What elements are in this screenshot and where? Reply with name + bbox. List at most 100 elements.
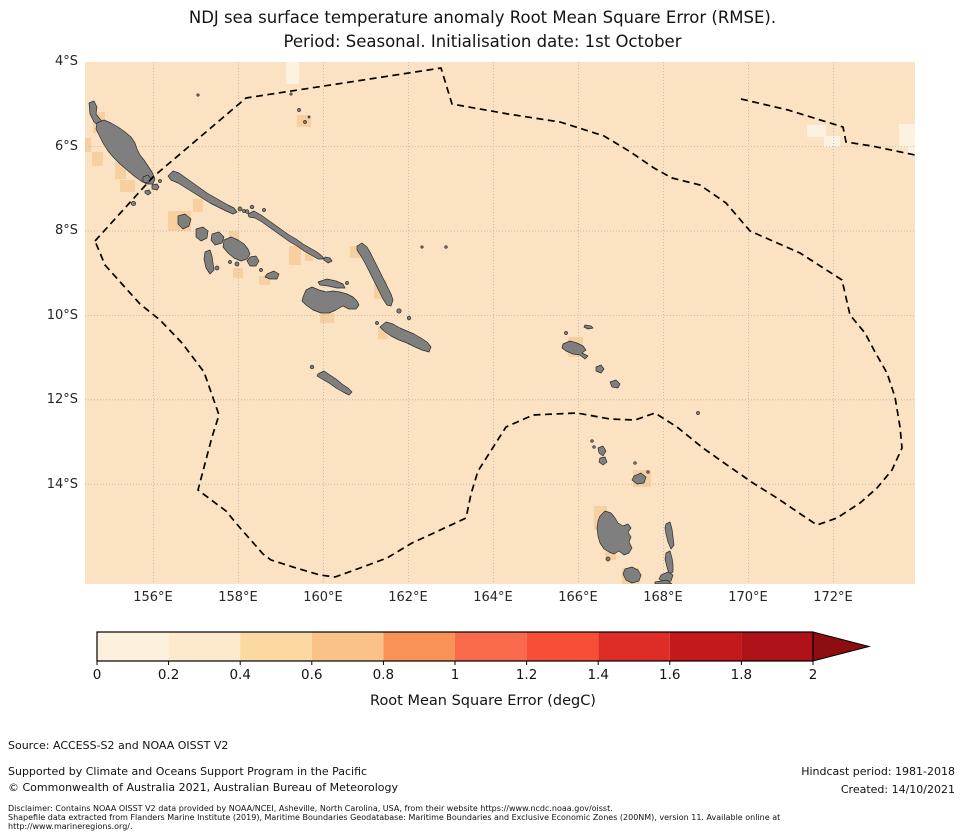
colorbar-tick-label: 0.2 xyxy=(157,667,180,683)
chart-title-line2: Period: Seasonal. Initialisation date: 1… xyxy=(283,32,682,51)
colorbar-segment xyxy=(97,632,169,661)
islet xyxy=(249,204,255,210)
colorbar-segment xyxy=(240,632,312,661)
island xyxy=(609,379,621,389)
island xyxy=(597,445,607,457)
lon-tick-label: 170°E xyxy=(728,590,768,605)
coastal-cell xyxy=(289,246,301,265)
islet xyxy=(130,200,137,207)
island xyxy=(316,370,353,396)
colorbar-segment xyxy=(168,632,241,661)
gridlines xyxy=(85,62,915,584)
islet xyxy=(444,245,448,249)
lon-tick-label: 160°E xyxy=(303,590,343,605)
colorbar-segment xyxy=(455,632,527,661)
lon-tick-label: 172°E xyxy=(813,590,853,605)
islet xyxy=(234,261,240,267)
lat-tick-label: 10°S xyxy=(46,308,78,323)
hindcast-text: Hindcast period: 1981-2018 xyxy=(801,765,955,778)
islet xyxy=(646,470,650,474)
island xyxy=(167,170,238,215)
islet xyxy=(633,461,637,465)
lon-tick-label: 166°E xyxy=(558,590,598,605)
islet xyxy=(420,245,424,249)
island xyxy=(323,256,333,264)
low-rmse-cells xyxy=(286,62,915,156)
coastal-cell xyxy=(120,180,135,192)
islet xyxy=(696,411,700,415)
colorbar-axis-label: Root Mean Square Error (degC) xyxy=(370,693,596,709)
island xyxy=(195,226,209,242)
islet xyxy=(262,208,266,212)
islands-vanuatu xyxy=(590,439,675,584)
colorbar xyxy=(96,631,871,665)
island xyxy=(379,321,432,353)
disclaimer-line2: Shapefile data extracted from Flanders M… xyxy=(8,813,781,822)
island xyxy=(664,550,674,575)
colorbar-segment xyxy=(311,632,384,661)
islet xyxy=(564,331,568,335)
low-rmse-cell xyxy=(824,136,840,147)
islet xyxy=(592,445,596,449)
map-canvas xyxy=(85,62,915,584)
island xyxy=(301,286,360,314)
colorbar-tick-label: 1.2 xyxy=(515,667,538,683)
islet xyxy=(345,281,349,285)
colorbar-tick-label: 0 xyxy=(92,667,102,683)
low-rmse-cell xyxy=(286,62,299,84)
colorbar-extend-arrow xyxy=(812,631,871,662)
colorbar-tick-label: 2 xyxy=(808,667,818,683)
coastal-cell xyxy=(259,276,270,285)
island xyxy=(658,571,674,583)
islet xyxy=(228,260,232,264)
coastal-cell xyxy=(233,268,243,278)
islands-solomon xyxy=(88,92,448,396)
islands-santa-cruz xyxy=(561,324,700,415)
islet xyxy=(259,268,263,272)
island xyxy=(203,249,215,275)
island xyxy=(144,189,152,196)
lat-tick-label: 4°S xyxy=(54,54,78,69)
colorbar-tick-label: 0.4 xyxy=(229,667,251,683)
island xyxy=(151,183,160,191)
lon-tick-label: 168°E xyxy=(643,590,683,605)
colorbar-segment xyxy=(669,632,742,661)
disclaimer-line3: http://www.marineregions.org/. xyxy=(8,822,133,831)
islet xyxy=(406,315,412,321)
island xyxy=(561,340,589,360)
island xyxy=(598,456,608,466)
colorbar-tick-label: 1 xyxy=(450,667,460,683)
disclaimer-line1: Disclaimer: Contains NOAA OISST V2 data … xyxy=(8,804,613,813)
coastal-cell xyxy=(115,162,126,179)
coastal-cell xyxy=(193,199,203,212)
lon-tick-label: 164°E xyxy=(473,590,513,605)
chart-title-line1: NDJ sea surface temperature anomaly Root… xyxy=(188,8,777,27)
colorbar-segment xyxy=(741,632,813,661)
coastal-cell xyxy=(305,253,313,261)
island xyxy=(664,521,675,550)
island xyxy=(177,213,192,230)
island xyxy=(596,510,633,556)
lon-tick-label: 156°E xyxy=(133,590,173,605)
coastal-cell xyxy=(85,138,91,152)
islet xyxy=(309,364,315,370)
colorbar-tick-label: 1.8 xyxy=(730,667,753,683)
islet xyxy=(196,93,200,97)
islet xyxy=(242,209,246,213)
created-text: Created: 14/10/2021 xyxy=(840,783,955,796)
lat-tick-label: 6°S xyxy=(54,139,78,154)
islet xyxy=(307,115,311,119)
low-rmse-cell xyxy=(899,124,915,147)
eez-boundary-segment xyxy=(740,98,915,156)
coastal-cell xyxy=(92,152,103,166)
islet xyxy=(375,321,379,325)
coastal-cell xyxy=(320,313,334,323)
island xyxy=(95,119,156,185)
lon-tick-label: 162°E xyxy=(388,590,428,605)
lat-tick-label: 8°S xyxy=(54,223,78,238)
islet xyxy=(289,92,293,96)
colorbar-tick-label: 0.6 xyxy=(301,667,323,683)
island xyxy=(222,236,251,262)
lat-tick-label: 14°S xyxy=(46,477,78,492)
